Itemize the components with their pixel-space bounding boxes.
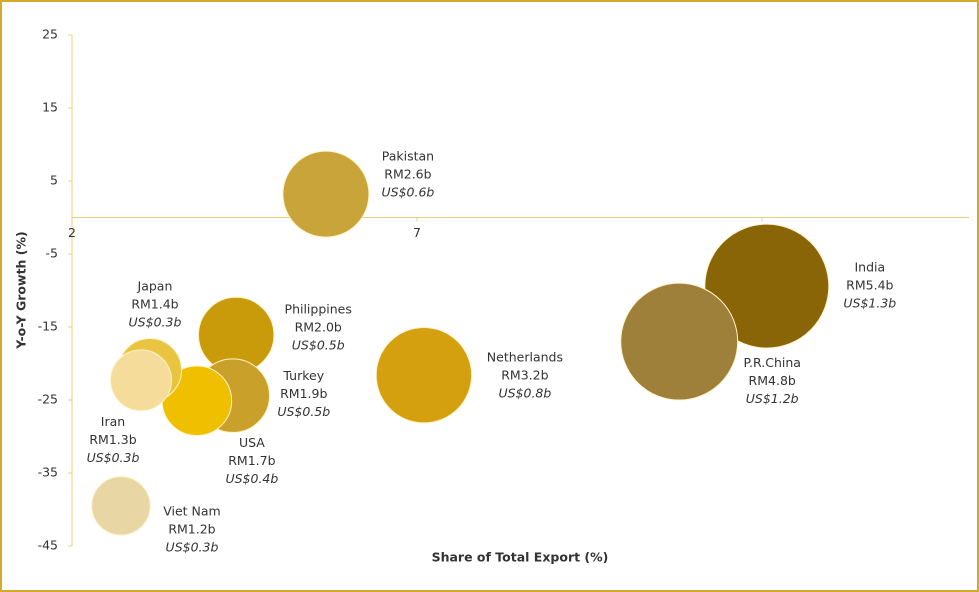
y-tick-label: 15 (42, 100, 58, 115)
bubble-rm-label: RM1.3b (89, 432, 136, 447)
bubble-rm-label: RM1.4b (131, 297, 178, 312)
bubble-rm-label: RM2.6b (384, 167, 431, 182)
bubble-usd-label: US$1.2b (746, 391, 799, 406)
bubble-label: Philippines (285, 302, 352, 317)
bubble-rm-label: RM5.4b (846, 278, 893, 293)
bubble (704, 223, 830, 349)
x-tick-label: 7 (413, 225, 421, 240)
bubble-rm-label: RM4.8b (749, 373, 796, 388)
y-tick-label: -25 (38, 392, 58, 407)
bubble-rm-label: RM1.7b (228, 453, 275, 468)
bubble (620, 282, 739, 401)
bubble-usd-label: US$0.3b (87, 450, 140, 465)
bubble-usd-label: US$0.3b (166, 539, 219, 554)
bubble-usd-label: US$0.5b (292, 338, 345, 353)
y-tick-label: -45 (38, 538, 58, 553)
bubble-label: Japan (137, 279, 173, 294)
bubble-label: Netherlands (487, 350, 563, 365)
bubble-usd-label: US$0.4b (225, 471, 278, 486)
y-tick-label: 25 (42, 27, 58, 42)
bubble-rm-label: RM2.0b (295, 320, 342, 335)
y-axis-label: Y-o-Y Growth (%) (14, 231, 29, 349)
y-tick-label: -15 (38, 319, 58, 334)
bubble (282, 150, 370, 238)
bubble-label: Iran (101, 414, 125, 429)
bubble-label: Viet Nam (163, 503, 221, 518)
x-axis-label: Share of Total Export (%) (432, 550, 609, 565)
bubble-usd-label: US$0.3b (129, 315, 182, 330)
bubble-label: India (854, 260, 885, 275)
bubble-rm-label: RM1.9b (280, 386, 327, 401)
y-tick-label: -35 (38, 465, 58, 480)
bubble (91, 476, 151, 536)
x-tick-label: 2 (68, 225, 76, 240)
bubble-label: P.R.China (743, 355, 800, 370)
bubble-rm-label: RM3.2b (501, 368, 548, 383)
bubble-label: Turkey (282, 368, 324, 383)
y-tick-label: -5 (46, 246, 58, 261)
bubble-usd-label: US$0.5b (277, 404, 330, 419)
bubble-usd-label: US$0.8b (498, 386, 551, 401)
bubble-rm-label: RM1.2b (168, 521, 215, 536)
bubble-label: Pakistan (382, 149, 434, 164)
bubble-label: USA (239, 435, 265, 450)
bubble-usd-label: US$1.3b (843, 296, 896, 311)
bubble-usd-label: US$0.6b (381, 185, 434, 200)
bubble (110, 349, 172, 412)
y-tick-label: 5 (50, 173, 58, 188)
bubble (375, 326, 473, 424)
